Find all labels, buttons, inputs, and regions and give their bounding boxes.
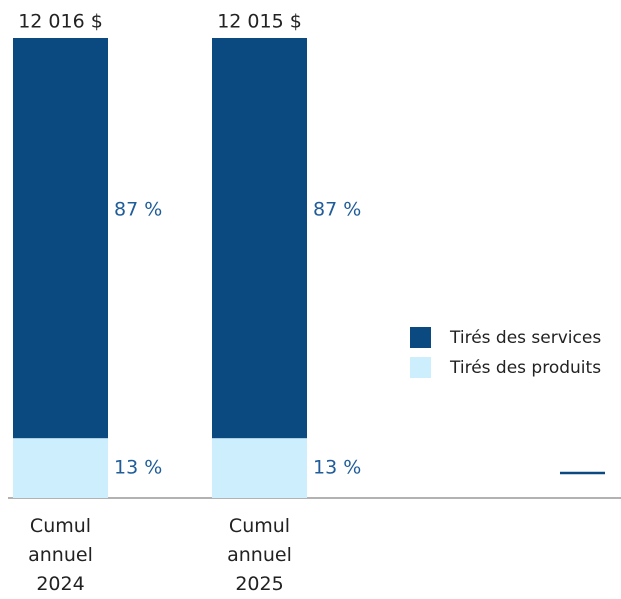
x-tick-label: Cumul annuel 2024: [28, 515, 93, 595]
total-label: 12 016 $: [18, 11, 103, 33]
bar-segment: [212, 438, 307, 498]
bar-segment: [212, 38, 307, 439]
legend-swatch: [410, 327, 431, 348]
value-label: 87 %: [313, 199, 361, 221]
bar-segment: [13, 438, 108, 498]
bar-segment: [13, 38, 108, 439]
total-label: 12 015 $: [217, 11, 302, 33]
value-label: 13 %: [114, 457, 162, 479]
value-label: 13 %: [313, 457, 361, 479]
value-label: 87 %: [114, 199, 162, 221]
legend-label: Tirés des produits: [449, 358, 601, 378]
legend-label: Tirés des services: [449, 328, 601, 348]
x-tick-label: Cumul annuel 2025: [227, 515, 292, 595]
legend-swatch: [410, 357, 431, 378]
